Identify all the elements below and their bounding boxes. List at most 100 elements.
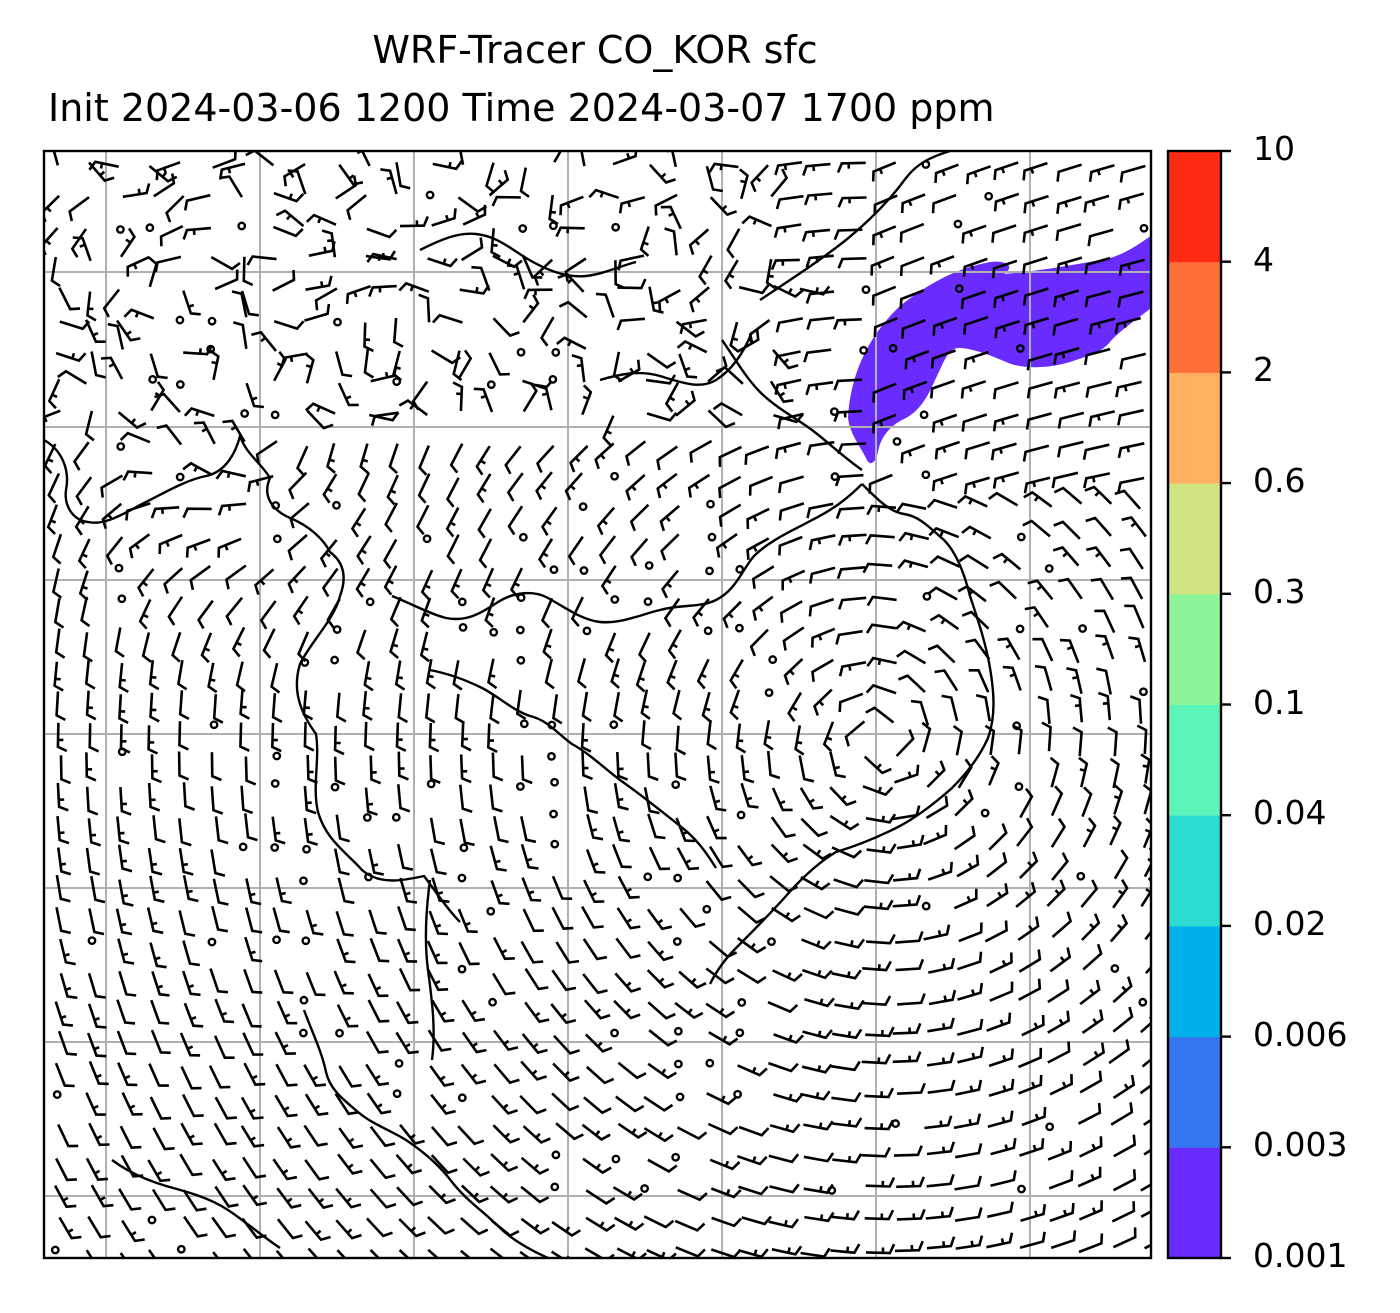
wind-barb bbox=[718, 445, 743, 468]
wind-barb bbox=[1049, 1074, 1074, 1096]
wind-barb bbox=[647, 813, 666, 840]
wind-barb bbox=[288, 471, 308, 500]
wind-barb bbox=[868, 473, 893, 494]
wind-barb bbox=[871, 161, 897, 182]
wind-barb bbox=[953, 825, 976, 851]
wind-barb bbox=[520, 843, 539, 870]
wind-barb bbox=[273, 320, 305, 331]
wind-barb bbox=[115, 319, 141, 342]
wind-barb bbox=[222, 419, 246, 443]
wind-barb bbox=[744, 445, 770, 465]
wind-barb bbox=[992, 552, 1022, 571]
calm-wind-marker bbox=[207, 316, 217, 326]
wind-barb bbox=[214, 1185, 239, 1208]
wind-barb bbox=[954, 1207, 983, 1222]
wind-barb bbox=[211, 1216, 237, 1239]
wind-barb bbox=[307, 1247, 319, 1258]
wind-barb bbox=[366, 1092, 392, 1115]
wind-barb bbox=[522, 293, 540, 324]
wind-barb bbox=[119, 227, 136, 258]
calm-wind-marker bbox=[516, 347, 526, 357]
wind-barb bbox=[303, 1064, 327, 1087]
wind-barb bbox=[805, 254, 834, 268]
wind-barb bbox=[895, 620, 927, 633]
wind-barb bbox=[777, 412, 804, 430]
wind-barb bbox=[778, 535, 803, 556]
wind-barb bbox=[708, 940, 738, 959]
wind-barb bbox=[1088, 410, 1116, 427]
wind-barb bbox=[276, 1000, 298, 1025]
wind-barb bbox=[123, 308, 155, 320]
calm-wind-marker bbox=[518, 532, 528, 542]
wind-barb bbox=[584, 1033, 613, 1053]
wind-barb bbox=[833, 228, 863, 241]
wind-barb bbox=[580, 723, 592, 753]
wind-barb bbox=[540, 597, 554, 629]
wind-barb bbox=[894, 1240, 924, 1253]
colorbar-band-5 bbox=[1168, 593, 1221, 705]
wind-barb bbox=[1059, 638, 1080, 664]
calm-wind-marker bbox=[394, 1059, 404, 1068]
wind-barb bbox=[557, 272, 585, 293]
wind-barb bbox=[676, 339, 708, 354]
wind-barb bbox=[150, 999, 170, 1025]
wind-barb bbox=[775, 317, 804, 333]
wind-barb bbox=[118, 879, 134, 907]
wind-barb bbox=[432, 160, 463, 171]
wind-barb bbox=[1049, 756, 1060, 788]
wind-barb bbox=[640, 689, 651, 720]
wind-barb bbox=[504, 445, 522, 475]
calm-wind-marker bbox=[733, 1089, 743, 1099]
wind-barb bbox=[1057, 411, 1085, 429]
wind-barb bbox=[708, 1031, 739, 1046]
wind-barb bbox=[182, 507, 212, 519]
wind-barb bbox=[306, 754, 319, 784]
wind-barb bbox=[491, 972, 516, 996]
wind-barb bbox=[831, 969, 862, 980]
wind-barb bbox=[588, 188, 620, 200]
wind-barb bbox=[1023, 316, 1049, 335]
calm-wind-marker bbox=[888, 343, 898, 353]
calm-wind-marker bbox=[457, 597, 467, 607]
wind-barb bbox=[829, 751, 846, 779]
wind-barb bbox=[395, 1031, 419, 1055]
wind-barb bbox=[585, 1065, 615, 1085]
wind-barb bbox=[369, 1188, 397, 1209]
wind-barb bbox=[963, 476, 990, 495]
wind-barb bbox=[183, 344, 213, 356]
wind-barb bbox=[1109, 814, 1122, 846]
wind-barb bbox=[926, 1236, 956, 1250]
wind-barb bbox=[247, 475, 274, 493]
wind-barb bbox=[1017, 916, 1040, 941]
wind-barb bbox=[426, 967, 449, 992]
wind-barb bbox=[581, 751, 593, 781]
wind-barb bbox=[710, 1187, 742, 1199]
wind-barb bbox=[872, 413, 897, 434]
wind-barb bbox=[276, 1218, 303, 1240]
wind-barb bbox=[639, 226, 650, 257]
wind-barb bbox=[382, 538, 398, 570]
colorbar-band-1 bbox=[1168, 1036, 1221, 1148]
calm-wind-marker bbox=[425, 190, 435, 200]
wind-barb bbox=[114, 627, 125, 658]
wind-barb bbox=[1087, 228, 1114, 247]
wind-barb bbox=[420, 569, 434, 601]
calm-wind-marker bbox=[302, 844, 311, 854]
wind-barb bbox=[489, 784, 503, 813]
wind-barb bbox=[1112, 1074, 1136, 1099]
wind-barb bbox=[461, 999, 486, 1023]
wind-barb bbox=[705, 880, 732, 902]
wind-barb bbox=[934, 669, 959, 692]
wind-barb bbox=[862, 960, 892, 972]
wind-barb bbox=[452, 381, 464, 411]
wind-barb bbox=[152, 1127, 175, 1151]
wind-barb bbox=[928, 526, 960, 539]
colorbar-band-9 bbox=[1168, 151, 1221, 263]
wind-barb bbox=[1050, 1230, 1077, 1250]
wind-barb bbox=[646, 1248, 677, 1258]
wind-barb bbox=[398, 1249, 410, 1258]
wind-barb bbox=[457, 349, 473, 380]
wind-barb bbox=[954, 789, 974, 817]
calm-wind-marker bbox=[1015, 344, 1025, 353]
calm-wind-marker bbox=[458, 622, 468, 632]
